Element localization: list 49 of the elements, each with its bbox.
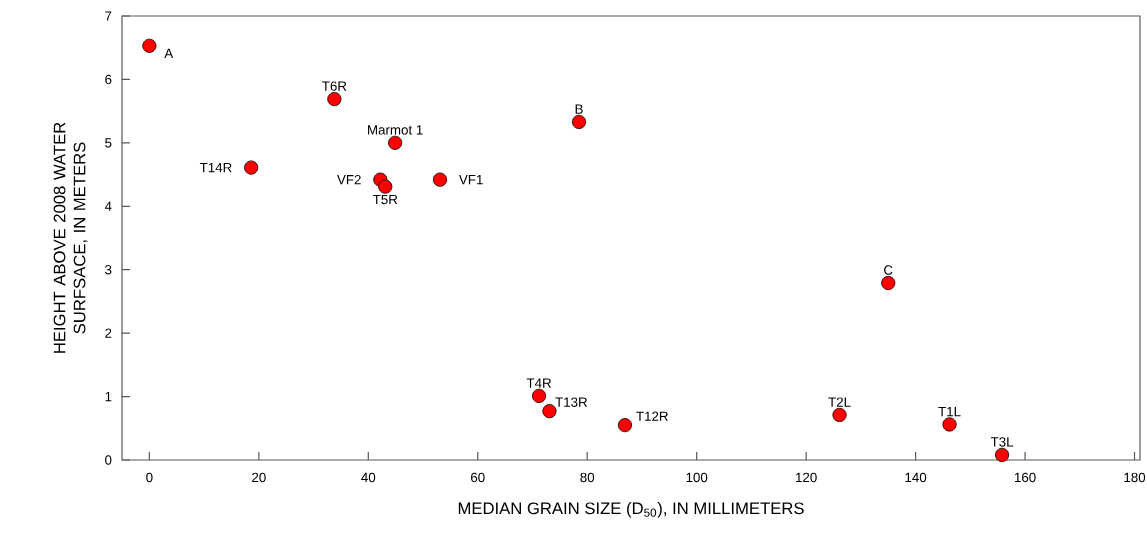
annotation: C bbox=[884, 265, 893, 275]
x-tick-label: 140 bbox=[905, 472, 927, 483]
y-tick-label: 0 bbox=[105, 455, 112, 465]
y-tick-label: 3 bbox=[105, 264, 112, 275]
annotation: T12R bbox=[636, 411, 668, 421]
annotation: T3L bbox=[990, 437, 1014, 447]
annotation: B bbox=[575, 104, 583, 114]
annotation: T6R bbox=[322, 81, 347, 91]
x-tick-label: 0 bbox=[146, 472, 153, 483]
point bbox=[432, 172, 448, 187]
annotation: T1L bbox=[938, 407, 961, 417]
point bbox=[617, 418, 633, 433]
x-tick-label: 160 bbox=[1014, 472, 1036, 483]
annotation: T13R bbox=[555, 397, 588, 407]
x-tick-label: 100 bbox=[686, 472, 708, 483]
point bbox=[995, 447, 1010, 462]
point bbox=[327, 92, 342, 107]
point bbox=[244, 160, 259, 175]
x-axis-title: MEDIAN GRAIN SIZE (D$_{50}$), IN MILLIMETERS bbox=[458, 501, 804, 518]
x-tick-label: 40 bbox=[361, 472, 376, 483]
x-tick-label: 180 bbox=[1124, 472, 1146, 483]
point bbox=[942, 417, 957, 432]
point bbox=[832, 407, 847, 423]
y-tick-label: 4 bbox=[104, 201, 112, 211]
y-tick-label: 1 bbox=[105, 391, 112, 402]
point bbox=[142, 38, 157, 53]
point bbox=[881, 275, 896, 291]
annotation: VF2 bbox=[337, 174, 361, 185]
point bbox=[531, 388, 547, 403]
x-tick-label: 120 bbox=[796, 472, 817, 483]
annotation: A bbox=[164, 48, 174, 58]
y-tick-label: 6 bbox=[105, 74, 112, 85]
annotation: T4R bbox=[526, 378, 552, 388]
annotation: Marmot 1 bbox=[368, 125, 423, 135]
x-tick-label: 80 bbox=[580, 472, 595, 483]
y-tick-label: 2 bbox=[105, 328, 112, 338]
x-tick-label: 60 bbox=[471, 472, 485, 483]
annotation: T14R bbox=[199, 163, 232, 173]
point bbox=[571, 114, 587, 129]
y-tick-label: 5 bbox=[105, 138, 112, 148]
point bbox=[378, 179, 393, 194]
annotation: T5R bbox=[372, 194, 398, 205]
annotation: VF1 bbox=[458, 175, 483, 185]
point bbox=[542, 404, 557, 419]
point bbox=[388, 135, 403, 150]
annotation: T2L bbox=[828, 397, 851, 407]
y-tick-label: 7 bbox=[105, 11, 112, 21]
x-tick-label: 20 bbox=[252, 472, 266, 483]
y-axis-title: HEIGHT ABOVE 2008 WATER SURFSACE, IN METERS bbox=[53, 122, 88, 353]
